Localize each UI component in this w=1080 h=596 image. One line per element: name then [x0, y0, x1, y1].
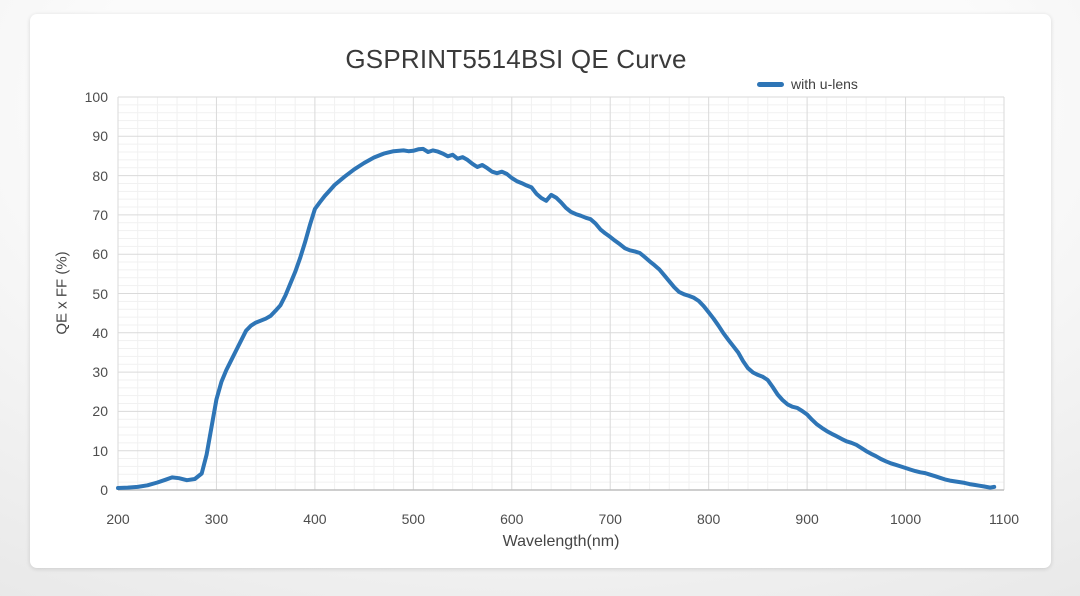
- x-tick-label: 400: [303, 511, 327, 527]
- x-tick-label: 1000: [889, 511, 922, 527]
- x-tick-label: 200: [106, 511, 130, 527]
- chart-card: GSPRINT5514BSI QE Curve with u-lens QE x…: [30, 14, 1051, 568]
- y-tick-label: 60: [92, 246, 108, 263]
- y-tick-label: 70: [92, 206, 108, 223]
- y-tick-label: 90: [92, 128, 108, 145]
- x-tick-label: 600: [500, 511, 524, 527]
- y-tick-label: 40: [92, 324, 108, 341]
- plot-area: [116, 96, 1005, 491]
- legend-line-swatch-icon: [757, 81, 784, 87]
- legend-label: with u-lens: [791, 76, 858, 92]
- x-tick-labels: 200 300 400 500 600 700 800 900 1000 1100: [106, 510, 1019, 528]
- y-tick-label: 10: [92, 442, 108, 459]
- x-tick-label: 500: [401, 511, 425, 527]
- y-tick-label: 50: [92, 285, 108, 302]
- y-tick-label: 80: [92, 167, 108, 184]
- x-tick-label: 800: [696, 511, 721, 527]
- x-tick-label: 1100: [988, 511, 1020, 527]
- qe-curve-plot: [116, 96, 1005, 491]
- x-tick-label: 300: [204, 511, 229, 527]
- chart-title: GSPRINT5514BSI QE Curve: [345, 44, 687, 74]
- y-tick-label: 0: [100, 482, 108, 498]
- legend: with u-lens: [757, 76, 858, 92]
- y-tick-label: 30: [92, 364, 108, 381]
- x-tick-label: 900: [795, 511, 819, 527]
- qe-curve-line: [116, 146, 997, 490]
- x-axis-title: Wavelength(nm): [502, 533, 620, 550]
- y-tick-labels: 0 10 20 30 40 50 60 70 80 90 100: [48, 89, 108, 498]
- x-tick-label: 700: [598, 511, 622, 527]
- y-tick-label: 100: [84, 89, 108, 105]
- y-tick-label: 20: [92, 403, 108, 420]
